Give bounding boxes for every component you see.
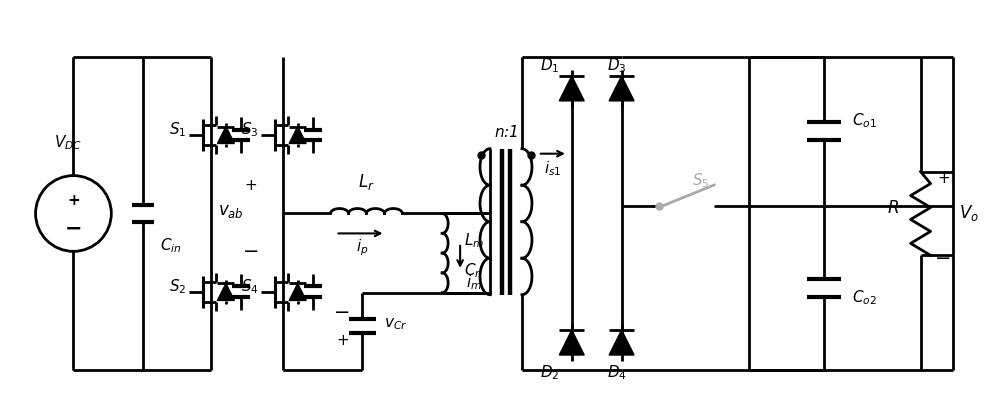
Text: +: + [937, 171, 950, 186]
Text: $S_3$: $S_3$ [241, 121, 259, 139]
Text: $V_{DC}$: $V_{DC}$ [54, 133, 82, 152]
Text: $v_{ab}$: $v_{ab}$ [218, 203, 244, 220]
Text: −: − [334, 303, 351, 322]
Text: −: − [935, 249, 952, 268]
Text: $D_2$: $D_2$ [540, 363, 560, 382]
Text: $S_2$: $S_2$ [169, 277, 187, 296]
Text: $n$:1: $n$:1 [494, 124, 518, 140]
Text: $C_{in}$: $C_{in}$ [160, 236, 182, 255]
Text: $C_r$: $C_r$ [464, 262, 482, 280]
Text: $V_o$: $V_o$ [959, 203, 979, 223]
Text: $R$: $R$ [887, 200, 899, 218]
Text: $C_{o2}$: $C_{o2}$ [852, 289, 877, 307]
Polygon shape [289, 126, 306, 144]
Polygon shape [609, 330, 634, 355]
Text: −: − [65, 218, 82, 238]
Polygon shape [609, 76, 634, 101]
Text: $i_m$: $i_m$ [466, 273, 482, 292]
Text: $i_{s1}$: $i_{s1}$ [544, 159, 562, 178]
Text: $S_5$: $S_5$ [692, 171, 709, 190]
Text: $C_{o1}$: $C_{o1}$ [852, 111, 877, 130]
Text: $i_p$: $i_p$ [356, 237, 369, 258]
Polygon shape [289, 283, 306, 300]
Text: $v_{Cr}$: $v_{Cr}$ [384, 317, 408, 332]
Text: $D_1$: $D_1$ [540, 56, 560, 75]
Text: $D_3$: $D_3$ [607, 56, 626, 75]
Text: +: + [67, 193, 80, 208]
Text: $L_r$: $L_r$ [358, 171, 375, 192]
Text: $D_4$: $D_4$ [607, 363, 627, 382]
Polygon shape [559, 76, 584, 101]
Text: $S_1$: $S_1$ [169, 121, 187, 139]
Text: $S_4$: $S_4$ [241, 277, 259, 296]
Text: +: + [336, 333, 349, 348]
Polygon shape [217, 283, 234, 300]
Polygon shape [559, 330, 584, 355]
Text: −: − [243, 242, 259, 261]
Polygon shape [217, 126, 234, 144]
Text: $L_m$: $L_m$ [464, 232, 484, 250]
Text: +: + [244, 178, 257, 193]
